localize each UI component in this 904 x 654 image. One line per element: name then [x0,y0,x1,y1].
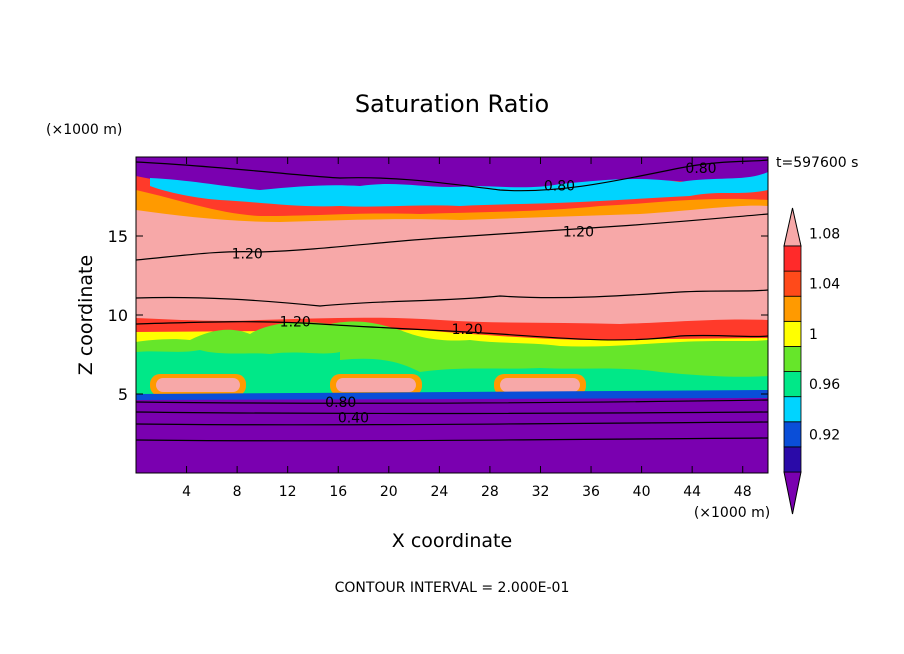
x-axis: 4 8 12 16 20 24 28 32 36 40 44 48 [182,157,752,500]
x-tick-label: 36 [582,484,600,500]
colorbar-label: 1.04 [809,277,840,293]
contour-line [136,213,768,261]
cloudbase-cell [336,378,416,392]
contour-label: 1.20 [563,224,594,240]
contour-label: 1.20 [232,246,263,262]
colorbar-segment [783,396,802,423]
chart-title: Saturation Ratio [355,90,549,118]
filled-contour-field [136,157,768,473]
colorbar-segment [783,371,802,398]
y-axis-label: Z coordinate [75,255,97,375]
y-tick-label: 15 [108,227,128,246]
contour-line [136,437,768,442]
x-tick-label: 28 [481,484,499,500]
contour-line [136,159,768,192]
cloudbase-cell [156,378,240,392]
colorbar-segment [783,245,802,272]
x-tick-label: 48 [734,484,752,500]
contour-line [136,399,768,404]
y-axis: 5 10 15 [108,227,768,404]
x-tick-label: 44 [683,484,701,500]
contour-interval-label: CONTOUR INTERVAL = 2.000E-01 [335,580,570,596]
colorbar-label: 1 [809,327,818,343]
x-tick-label: 8 [233,484,242,500]
x-tick-label: 12 [279,484,297,500]
colorbar-bottom-arrow [783,471,802,515]
cloudbase-cell [500,378,580,392]
field-teal-cloud-base [136,350,768,398]
x-tick-label: 24 [430,484,448,500]
field-lower-atmosphere [136,400,768,473]
contour-label: 0.40 [338,411,369,427]
y-unit-label: (×1000 m) [46,122,122,138]
contour-label: 1.20 [452,322,483,338]
colorbar-segment [783,320,802,347]
time-label: t=597600 s [776,155,858,171]
colorbar-segment [783,446,802,473]
x-tick-label: 4 [182,484,191,500]
contour-lines [136,159,768,442]
y-tick-label: 10 [108,306,128,325]
contour-label: 0.80 [325,395,356,411]
colorbar-segment [783,295,802,322]
x-axis-label: X coordinate [392,530,512,552]
field-base-band-blue [136,390,768,400]
contour-label: 1.20 [280,314,311,330]
contour-label: 0.80 [685,161,716,177]
y-tick-label: 5 [118,385,128,404]
contour-line [136,411,768,415]
x-tick-label: 40 [633,484,651,500]
x-tick-label: 20 [380,484,398,500]
contour-line [136,421,768,426]
x-tick-label: 32 [532,484,550,500]
x-unit-label: (×1000 m) [694,505,770,521]
field-cloudbase-cells [150,374,586,396]
contour-label: 0.80 [544,178,575,194]
colorbar: 0.92 0.96 1 1.04 1.08 [783,207,840,515]
contour-label-layer: 0.800.801.201.201.20 1.200.800.40 [232,161,717,427]
colorbar-top-arrow [783,207,802,247]
colorbar-label: 1.08 [809,226,840,242]
contour-line [136,321,768,341]
colorbar-segment [783,346,802,372]
colorbar-label: 0.92 [809,427,840,443]
colorbar-label: 0.96 [809,377,840,393]
contour-line [136,289,768,307]
x-tick-label: 16 [329,484,347,500]
colorbar-segment [783,270,802,297]
field-band-upper-pink [136,222,768,264]
colorbar-segment [783,421,802,448]
